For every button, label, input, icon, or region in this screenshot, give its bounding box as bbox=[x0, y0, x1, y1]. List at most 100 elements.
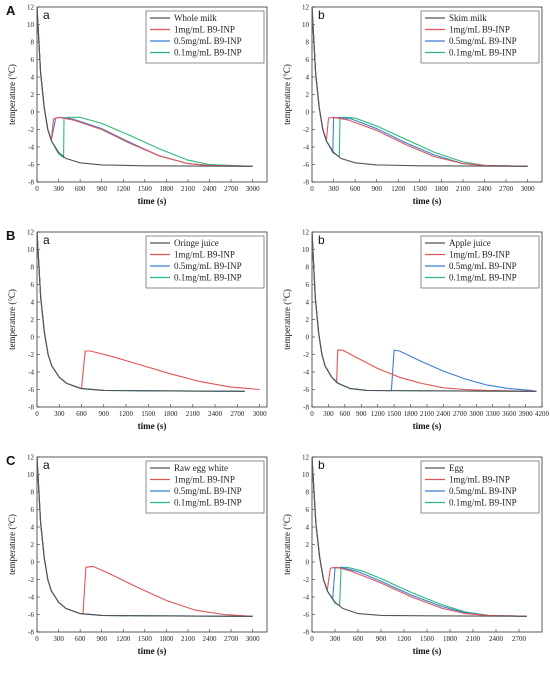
series-group bbox=[37, 232, 260, 392]
legend-entry: Whole milk bbox=[174, 13, 217, 23]
x-tick-label: 4200 bbox=[535, 410, 550, 418]
y-tick-label: 8 bbox=[31, 489, 35, 497]
x-tick-label: 1500 bbox=[138, 185, 153, 193]
x-tick-label: 1500 bbox=[413, 185, 428, 193]
x-tick-label: 300 bbox=[53, 185, 64, 193]
series-line bbox=[312, 457, 527, 617]
x-tick-label: 1500 bbox=[420, 635, 435, 643]
y-tick-label: 4 bbox=[31, 299, 35, 307]
legend-box bbox=[420, 460, 540, 514]
panel-label: b bbox=[318, 233, 325, 247]
y-tick-label: 0 bbox=[306, 559, 310, 567]
x-tick-label: 3900 bbox=[519, 410, 534, 418]
y-tick-label: -8 bbox=[303, 404, 309, 412]
y-tick-label: 0 bbox=[31, 334, 35, 342]
legend-entry: Skim milk bbox=[449, 13, 487, 23]
panel-label: b bbox=[318, 458, 325, 472]
chart-panel: -8 -6 -4 -2 0 2 4 6 8 10 12 0 300 600 900 1200 1500 1800 2… bbox=[282, 4, 543, 206]
series-line bbox=[312, 7, 528, 167]
legend-entry: 1mg/mL B9-INP bbox=[174, 250, 235, 260]
x-tick-label: 1800 bbox=[443, 635, 458, 643]
legend-entry: 0.5mg/mL B9-INP bbox=[449, 486, 517, 496]
y-tick-label: 8 bbox=[31, 264, 35, 272]
legend-entry: 0.5mg/mL B9-INP bbox=[174, 486, 242, 496]
y-tick-label: 10 bbox=[27, 246, 35, 254]
x-tick-label: 2700 bbox=[453, 410, 468, 418]
x-tick-label: 2100 bbox=[420, 410, 435, 418]
x-axis-label: time (s) bbox=[138, 196, 167, 206]
x-tick-label: 0 bbox=[310, 410, 314, 418]
y-tick-label: -6 bbox=[303, 611, 309, 619]
x-tick-label: 600 bbox=[75, 635, 86, 643]
legend-entry: 1mg/mL B9-INP bbox=[449, 250, 510, 260]
y-tick-label: 12 bbox=[302, 4, 310, 12]
series-group bbox=[312, 457, 527, 617]
x-tick-label: 3000 bbox=[246, 635, 261, 643]
y-tick-label: -2 bbox=[303, 126, 309, 134]
x-tick-label: 2400 bbox=[208, 410, 223, 418]
y-tick-label: 6 bbox=[31, 56, 35, 64]
x-tick-label: 1800 bbox=[404, 410, 419, 418]
legend-entry: 1mg/mL B9-INP bbox=[449, 25, 510, 35]
y-tick-label: -6 bbox=[303, 161, 309, 169]
legend-entry: Apple juice bbox=[449, 238, 491, 248]
x-tick-label: 2700 bbox=[499, 185, 514, 193]
legend-entry: 0.5mg/mL B9-INP bbox=[174, 36, 242, 46]
x-tick-label: 600 bbox=[76, 410, 87, 418]
panel-label: a bbox=[43, 458, 50, 472]
x-tick-label: 2400 bbox=[203, 185, 218, 193]
chart-panel: -8 -6 -4 -2 0 2 4 6 8 10 12 0 300 600 900 1200 1500 1800 2… bbox=[7, 4, 268, 206]
x-tick-label: 600 bbox=[340, 410, 351, 418]
x-tick-label: 300 bbox=[330, 635, 341, 643]
y-axis-label: temperature (°C) bbox=[7, 289, 17, 350]
x-tick-label: 1800 bbox=[159, 185, 174, 193]
y-tick-label: 2 bbox=[31, 541, 35, 549]
y-tick-label: -8 bbox=[303, 629, 309, 637]
x-axis-label: time (s) bbox=[138, 646, 167, 656]
y-tick-label: 2 bbox=[306, 316, 310, 324]
y-tick-label: 4 bbox=[31, 74, 35, 82]
x-tick-label: 900 bbox=[356, 410, 367, 418]
y-axis-label: temperature (°C) bbox=[7, 64, 17, 125]
x-tick-label: 1200 bbox=[371, 410, 386, 418]
x-tick-label: 2400 bbox=[489, 635, 504, 643]
y-tick-label: 0 bbox=[31, 559, 35, 567]
series-line bbox=[37, 457, 253, 617]
y-tick-label: -6 bbox=[28, 161, 34, 169]
x-tick-label: 3600 bbox=[502, 410, 517, 418]
x-tick-label: 0 bbox=[35, 185, 39, 193]
y-tick-label: 6 bbox=[306, 281, 310, 289]
y-tick-label: 2 bbox=[31, 316, 35, 324]
y-tick-label: 10 bbox=[27, 471, 35, 479]
legend-entry: Oringe juice bbox=[174, 238, 219, 248]
x-tick-label: 1200 bbox=[116, 635, 131, 643]
x-tick-label: 2700 bbox=[512, 635, 527, 643]
series-group bbox=[312, 232, 537, 392]
y-tick-label: 12 bbox=[27, 454, 35, 462]
chart-panel: -8 -6 -4 -2 0 2 4 6 8 10 12 0 300 600 900 1200 1500 1800 2… bbox=[7, 454, 268, 656]
x-tick-label: 900 bbox=[99, 410, 110, 418]
x-tick-label: 1500 bbox=[387, 410, 402, 418]
x-tick-label: 1800 bbox=[159, 635, 174, 643]
legend-entry: 0.1mg/mL B9-INP bbox=[449, 498, 517, 508]
x-axis-label: time (s) bbox=[413, 196, 442, 206]
y-tick-label: 2 bbox=[306, 541, 310, 549]
y-tick-label: 10 bbox=[302, 21, 310, 29]
y-tick-label: -4 bbox=[303, 144, 309, 152]
legend-entry: 0.5mg/mL B9-INP bbox=[449, 261, 517, 271]
x-tick-label: 600 bbox=[75, 185, 86, 193]
x-tick-label: 2100 bbox=[456, 185, 471, 193]
x-tick-label: 1200 bbox=[391, 185, 406, 193]
legend-entry: 1mg/mL B9-INP bbox=[174, 25, 235, 35]
x-tick-label: 2700 bbox=[224, 635, 239, 643]
x-tick-label: 300 bbox=[53, 635, 64, 643]
y-axis-label: temperature (°C) bbox=[282, 64, 292, 125]
row-label: B bbox=[6, 228, 15, 243]
x-tick-label: 900 bbox=[371, 185, 382, 193]
y-tick-label: -2 bbox=[28, 576, 34, 584]
y-tick-label: -6 bbox=[28, 611, 34, 619]
